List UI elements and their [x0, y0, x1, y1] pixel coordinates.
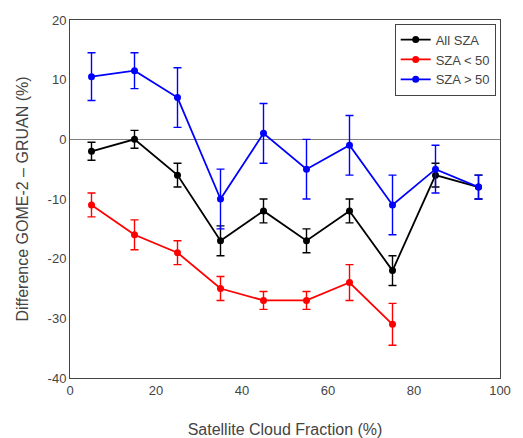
svg-text:-40: -40 [48, 371, 67, 386]
svg-text:0: 0 [59, 132, 66, 147]
svg-text:20: 20 [52, 13, 66, 28]
svg-text:Difference GOME-2 – GRUAN (%): Difference GOME-2 – GRUAN (%) [14, 76, 31, 321]
svg-text:40: 40 [235, 383, 249, 398]
svg-text:SZA < 50: SZA < 50 [436, 53, 490, 68]
svg-text:-20: -20 [48, 251, 67, 266]
svg-text:SZA > 50: SZA > 50 [436, 72, 490, 87]
svg-text:20: 20 [149, 383, 163, 398]
svg-text:60: 60 [321, 383, 335, 398]
svg-text:-30: -30 [48, 311, 67, 326]
svg-text:100: 100 [489, 383, 511, 398]
svg-text:-10: -10 [48, 192, 67, 207]
svg-text:Satellite Cloud Fraction (%): Satellite Cloud Fraction (%) [188, 421, 383, 438]
svg-text:10: 10 [52, 72, 66, 87]
svg-text:80: 80 [407, 383, 421, 398]
svg-text:All SZA: All SZA [436, 33, 480, 48]
svg-text:0: 0 [66, 383, 73, 398]
